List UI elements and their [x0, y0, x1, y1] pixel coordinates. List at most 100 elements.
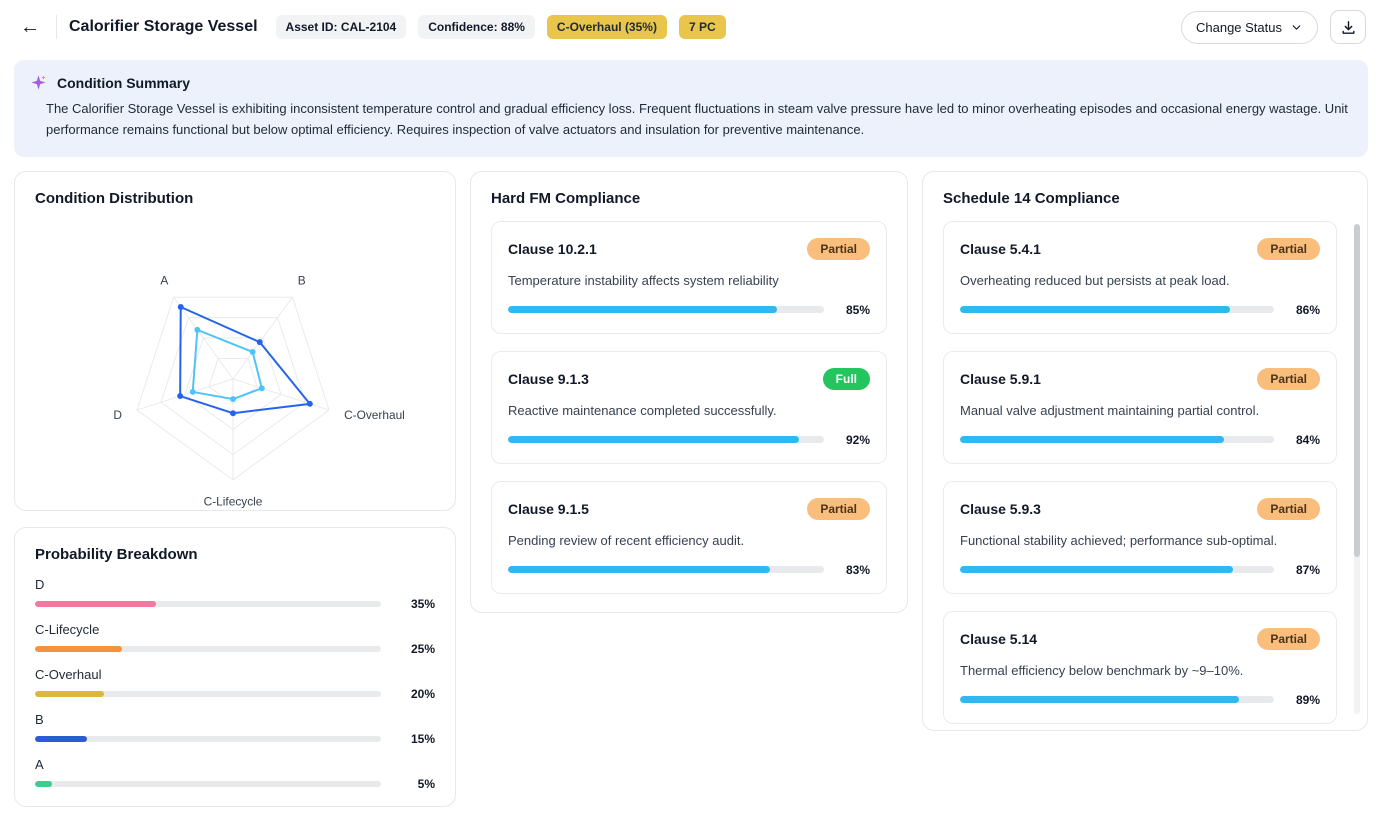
clause-title: Clause 5.4.1: [960, 240, 1041, 257]
clause-description: Functional stability achieved; performan…: [960, 532, 1278, 548]
probability-bar-track: [35, 780, 381, 787]
clause-title: Clause 5.9.1: [960, 370, 1041, 387]
probability-label: B: [35, 711, 44, 727]
compliance-progress-track: [508, 436, 824, 444]
condition-summary-text: The Calorifier Storage Vessel is exhibit…: [46, 101, 1348, 137]
schedule-14-compliance-card: Schedule 14 Compliance Clause 5.4.1 Part…: [922, 170, 1368, 731]
status-badge: Partial: [1257, 237, 1320, 260]
status-badge: Partial: [1257, 367, 1320, 390]
probability-bar-fill: [35, 645, 122, 652]
svg-text:B: B: [298, 273, 306, 287]
confidence-badge: Confidence: 88%: [418, 15, 535, 39]
svg-text:A: A: [160, 273, 168, 287]
status-badge: Partial: [807, 237, 870, 260]
clause-title: Clause 5.14: [960, 630, 1038, 647]
compliance-progress-track: [508, 566, 824, 574]
probability-breakdown-title: Probability Breakdown: [35, 545, 198, 563]
chevron-down-icon: [1290, 21, 1303, 34]
scrollbar-track[interactable]: [1354, 223, 1360, 714]
compliance-progress-track: [960, 696, 1274, 704]
probability-row: C-Lifecycle 25%: [35, 622, 435, 656]
header: ← Calorifier Storage Vessel Asset ID: CA…: [0, 0, 1382, 52]
probability-bar-fill: [35, 690, 105, 697]
download-icon: [1340, 19, 1357, 36]
probability-bar-track: [35, 645, 381, 652]
clause-card: Clause 9.1.3 Full Reactive maintenance c…: [491, 350, 887, 464]
pc-count-badge: 7 PC: [678, 15, 726, 39]
scrollbar-thumb[interactable]: [1354, 223, 1360, 557]
compliance-percent: 87%: [1295, 562, 1320, 577]
schedule-14-compliance-title: Schedule 14 Compliance: [943, 189, 1120, 207]
probability-breakdown-card: Probability Breakdown D 35% C-Lifecycle …: [14, 526, 456, 807]
clause-card: Clause 5.9.1 Partial Manual valve adjust…: [943, 350, 1337, 464]
svg-text:D: D: [113, 408, 122, 422]
clause-description: Manual valve adjustment maintaining part…: [960, 402, 1260, 418]
back-button[interactable]: ←: [16, 15, 44, 39]
compliance-progress-fill: [508, 306, 777, 314]
clause-description: Reactive maintenance completed successfu…: [508, 402, 777, 418]
clause-card: Clause 5.4.1 Partial Overheating reduced…: [943, 220, 1337, 334]
probability-percent: 20%: [410, 686, 435, 701]
change-status-button[interactable]: Change Status: [1180, 10, 1318, 44]
compliance-progress-track: [960, 306, 1274, 314]
clause-title: Clause 9.1.5: [508, 500, 589, 517]
header-divider: [56, 15, 57, 39]
change-status-label: Change Status: [1195, 19, 1282, 35]
svg-text:C-Lifecycle: C-Lifecycle: [204, 494, 263, 508]
hard-fm-compliance-title: Hard FM Compliance: [491, 189, 641, 207]
download-button[interactable]: [1330, 10, 1366, 44]
compliance-progress-fill: [960, 566, 1234, 574]
svg-text:C-Overhaul: C-Overhaul: [344, 408, 405, 422]
probability-percent: 15%: [410, 731, 435, 746]
probability-label: C-Lifecycle: [35, 621, 100, 637]
main-content: Condition Distribution A B C-Overhaul C-Lif…: [0, 157, 1382, 821]
compliance-progress-fill: [960, 306, 1231, 314]
status-badge: Full: [822, 367, 870, 390]
compliance-progress-track: [508, 306, 824, 314]
clause-title: Clause 10.2.1: [508, 240, 597, 257]
compliance-progress-track: [960, 566, 1274, 574]
compliance-percent: 84%: [1295, 432, 1320, 447]
compliance-percent: 89%: [1295, 692, 1320, 707]
compliance-progress-fill: [960, 436, 1224, 444]
asset-id-badge: Asset ID: CAL-2104: [275, 15, 407, 39]
clause-card: Clause 10.2.1 Partial Temperature instab…: [491, 220, 887, 334]
status-badge: Partial: [807, 497, 870, 520]
compliance-percent: 83%: [845, 562, 870, 577]
condition-summary-title: Condition Summary: [57, 74, 191, 91]
probability-label: A: [35, 756, 44, 772]
probability-row: C-Overhaul 20%: [35, 667, 435, 701]
probability-row: D 35%: [35, 577, 435, 611]
clause-description: Thermal efficiency below benchmark by ~9…: [960, 662, 1244, 678]
clause-description: Overheating reduced but persists at peak…: [960, 272, 1230, 288]
probability-percent: 25%: [410, 641, 435, 656]
clause-card: Clause 5.14 Partial Thermal efficiency b…: [943, 610, 1337, 724]
probability-row: A 5%: [35, 757, 435, 791]
condition-summary-banner: Condition Summary The Calorifier Storage…: [14, 60, 1368, 157]
probability-bar-fill: [35, 735, 87, 742]
clause-description: Temperature instability affects system r…: [508, 272, 779, 288]
probability-bar-fill: [35, 600, 157, 607]
clause-title: Clause 5.9.3: [960, 500, 1041, 517]
compliance-percent: 92%: [845, 432, 870, 447]
clause-card: Clause 9.1.5 Partial Pending review of r…: [491, 480, 887, 594]
page-title: Calorifier Storage Vessel: [69, 18, 258, 35]
clause-card: Clause 5.9.3 Partial Functional stabilit…: [943, 480, 1337, 594]
sparkle-icon: [30, 74, 47, 91]
compliance-progress-fill: [960, 696, 1240, 704]
probability-row: B 15%: [35, 712, 435, 746]
condition-distribution-title: Condition Distribution: [35, 189, 194, 207]
compliance-progress-fill: [508, 436, 799, 444]
probability-label: C-Overhaul: [35, 666, 102, 682]
probability-percent: 5%: [417, 776, 435, 791]
hard-fm-compliance-card: Hard FM Compliance Clause 10.2.1 Partial…: [470, 170, 908, 613]
probability-bar-track: [35, 690, 381, 697]
condition-status-badge: C-Overhaul (35%): [546, 15, 667, 39]
status-badge: Partial: [1257, 627, 1320, 650]
probability-bar-fill: [35, 780, 53, 787]
status-badge: Partial: [1257, 497, 1320, 520]
probability-bar-track: [35, 600, 381, 607]
compliance-progress-fill: [508, 566, 771, 574]
probability-bar-track: [35, 735, 381, 742]
clause-description: Pending review of recent efficiency audi…: [508, 532, 745, 548]
